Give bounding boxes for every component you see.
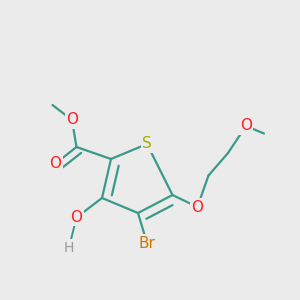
Text: O: O [240,118,252,134]
Text: O: O [70,210,83,225]
Text: O: O [66,112,78,128]
Text: S: S [142,136,152,152]
Text: Br: Br [139,236,155,250]
Text: O: O [50,156,61,171]
Text: H: H [64,241,74,254]
Text: O: O [191,200,203,214]
